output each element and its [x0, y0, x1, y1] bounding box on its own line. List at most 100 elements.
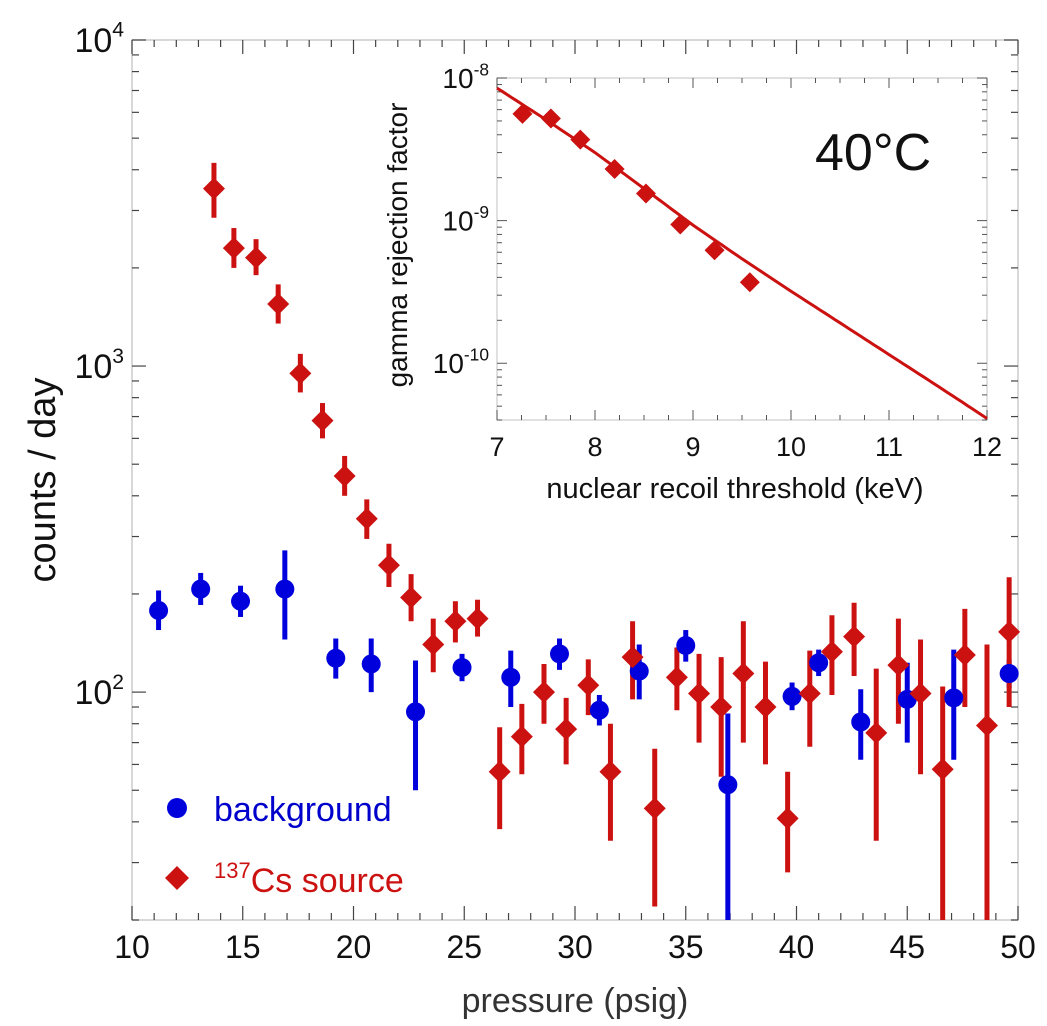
marker-cs-source	[400, 586, 423, 609]
main-x-tick-label: 10	[114, 929, 150, 965]
marker-background	[452, 657, 472, 677]
marker-cs-source	[975, 714, 998, 737]
marker-cs-source	[202, 177, 225, 200]
inset-y-tick-label-exponent: -10	[464, 345, 489, 365]
inset-marker	[704, 240, 725, 261]
main-x-tick-label: 45	[889, 929, 925, 965]
marker-background	[406, 702, 426, 722]
main-x-tick-label: 25	[446, 929, 482, 965]
marker-cs-source	[422, 633, 445, 656]
marker-background	[501, 667, 521, 687]
inset-y-tick-label-exponent: -8	[474, 59, 489, 79]
main-x-tick-label: 35	[668, 929, 704, 965]
marker-cs-source	[555, 718, 578, 741]
marker-cs-source	[267, 292, 290, 315]
inset-x-tick-label: 10	[776, 432, 806, 462]
inset-marker	[739, 272, 760, 293]
marker-background	[191, 579, 211, 599]
marker-cs-source	[289, 362, 312, 385]
marker-cs-source	[333, 465, 356, 488]
inset-marker	[540, 108, 561, 129]
main-markers	[149, 177, 1021, 830]
inset-markers	[512, 103, 760, 293]
main-x-tick-label: 30	[557, 929, 593, 965]
inset-x-tick-label: 9	[685, 432, 700, 462]
legend-marker-cs-source	[165, 866, 189, 890]
main-x-tick-label: 40	[779, 929, 815, 965]
marker-cs-source	[865, 721, 888, 744]
inset-x-tick-label: 12	[972, 432, 1002, 462]
marker-cs-source	[931, 758, 954, 781]
marker-cs-source	[754, 696, 777, 719]
inset-y-tick-label: 10-9	[442, 202, 489, 237]
marker-cs-source	[377, 554, 400, 577]
legend-label-superscript: 137	[214, 858, 251, 883]
marker-background	[718, 775, 738, 795]
inset-marker	[604, 159, 625, 180]
inset-y-tick-label: 10-10	[433, 345, 489, 380]
marker-cs-source	[488, 760, 511, 783]
marker-background	[944, 688, 964, 708]
marker-cs-source	[466, 607, 489, 630]
marker-cs-source	[710, 696, 733, 719]
marker-cs-source	[998, 620, 1021, 643]
legend-marker-background	[167, 798, 187, 818]
marker-background	[809, 653, 829, 673]
marker-cs-source	[820, 640, 843, 663]
legend: background 137Cs source	[165, 791, 404, 900]
marker-background	[231, 591, 251, 611]
main-axis-ticks	[131, 39, 1019, 921]
inset-marker	[512, 103, 533, 124]
main-y-axis-label: counts / day	[22, 378, 64, 583]
marker-background	[361, 654, 381, 674]
main-x-tick-label: 20	[336, 929, 372, 965]
marker-cs-source	[621, 646, 644, 669]
marker-cs-source	[776, 807, 799, 830]
inset-marker	[570, 129, 591, 150]
marker-cs-source	[577, 674, 600, 697]
marker-background	[326, 648, 346, 668]
marker-background	[782, 686, 802, 706]
inset-y-axis-label: gamma rejection factor	[382, 103, 413, 388]
marker-background	[851, 712, 871, 732]
inset-axis-ticks	[496, 77, 988, 421]
marker-cs-source	[887, 654, 910, 677]
marker-background	[676, 635, 696, 655]
inset-x-axis-label: nuclear recoil threshold (keV)	[546, 473, 923, 505]
main-y-tick-label-exponent: 4	[112, 19, 124, 42]
main-y-tick-label-exponent: 2	[112, 671, 124, 694]
inset-marker	[635, 183, 656, 204]
main-x-axis-label: pressure (psig)	[462, 982, 689, 1020]
inset-marker	[670, 214, 691, 235]
inset-x-tick-label: 11	[875, 432, 903, 462]
marker-cs-source	[222, 237, 245, 260]
marker-background	[589, 700, 609, 720]
marker-background	[549, 644, 569, 664]
main-y-tick-label-exponent: 3	[112, 345, 124, 368]
inset-temperature-annotation: 40°C	[815, 124, 931, 182]
marker-cs-source	[532, 681, 555, 704]
legend-label-cs-source: 137Cs source	[214, 858, 404, 900]
marker-cs-source	[909, 682, 932, 705]
marker-cs-source	[665, 666, 688, 689]
legend-label-text: Cs source	[251, 862, 404, 900]
main-y-tick-label-base: 10	[74, 22, 112, 60]
marker-cs-source	[444, 610, 467, 633]
marker-cs-source	[643, 797, 666, 820]
main-y-tick-label: 103	[74, 345, 124, 386]
marker-cs-source	[311, 409, 334, 432]
marker-cs-source	[688, 682, 711, 705]
marker-background	[999, 664, 1019, 684]
inset-y-tick-label-base: 10	[433, 348, 464, 379]
marker-cs-source	[732, 662, 755, 685]
main-y-tick-label-base: 10	[74, 348, 112, 386]
inset-y-tick-label-base: 10	[442, 206, 473, 237]
marker-cs-source	[245, 246, 268, 269]
marker-cs-source	[599, 760, 622, 783]
marker-cs-source	[953, 643, 976, 666]
